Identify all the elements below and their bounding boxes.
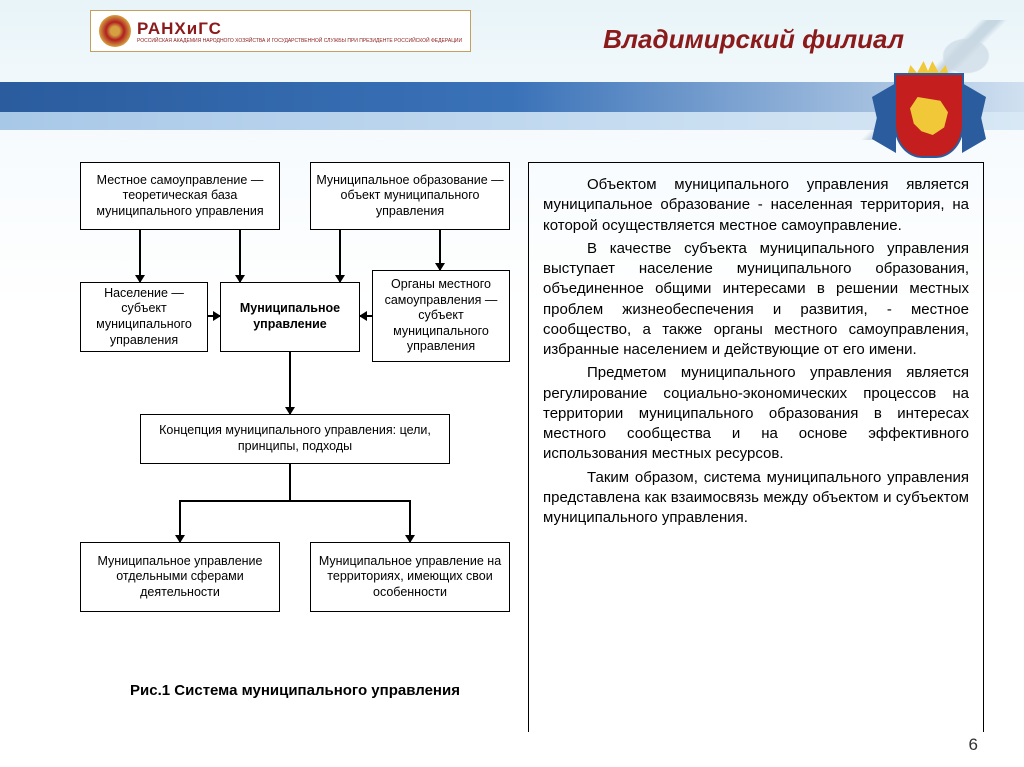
connector-line	[179, 500, 411, 502]
node-municipal-management: Муниципальное управление	[220, 282, 360, 352]
body-text-panel: Объектом муниципального управления являе…	[528, 162, 984, 732]
logo-box: РАНХиГС РОССИЙСКАЯ АКАДЕМИЯ НАРОДНОГО ХО…	[90, 10, 471, 52]
node-local-self-government: Местное самоуправление — теоретическая б…	[80, 162, 280, 230]
figure-caption: Рис.1 Система муниципального управления	[80, 682, 510, 699]
node-concept: Концепция муниципального управления: цел…	[140, 414, 450, 464]
node-population-subject: Население — субъект муниципального управ…	[80, 282, 208, 352]
node-local-authorities: Органы местного самоуправления — субъект…	[372, 270, 510, 362]
node-management-spheres: Муниципальное управление отдельными сфер…	[80, 542, 280, 612]
logo-main-text: РАНХиГС	[137, 19, 462, 39]
paragraph-3: Предметом муниципального управления явля…	[543, 363, 969, 464]
arrow-icon	[289, 352, 291, 414]
node-municipal-formation: Муниципальное образование — объект муниц…	[310, 162, 510, 230]
arrow-icon	[409, 500, 411, 542]
arrow-icon	[139, 230, 141, 282]
paragraph-2: В качестве субъекта муниципального управ…	[543, 239, 969, 361]
arrow-icon	[239, 230, 241, 282]
logo-sub-text: РОССИЙСКАЯ АКАДЕМИЯ НАРОДНОГО ХОЗЯЙСТВА …	[137, 39, 462, 44]
arrow-icon	[208, 315, 220, 317]
arrow-icon	[360, 315, 372, 317]
arrow-icon	[179, 500, 181, 542]
page-number: 6	[969, 735, 978, 755]
connector-line	[289, 464, 291, 500]
flowchart-diagram: Местное самоуправление — теоретическая б…	[80, 162, 510, 642]
content-row: Местное самоуправление — теоретическая б…	[0, 150, 1024, 732]
slide-header: РАНХиГС РОССИЙСКАЯ АКАДЕМИЯ НАРОДНОГО ХО…	[0, 0, 1024, 150]
arrow-icon	[339, 230, 341, 282]
logo-emblem-icon	[99, 15, 131, 47]
node-management-territories: Муниципальное управление на территориях,…	[310, 542, 510, 612]
diagram-column: Местное самоуправление — теоретическая б…	[80, 162, 510, 732]
paragraph-4: Таким образом, система муниципального уп…	[543, 468, 969, 529]
coat-of-arms-icon	[874, 55, 984, 185]
arrow-icon	[439, 230, 441, 270]
